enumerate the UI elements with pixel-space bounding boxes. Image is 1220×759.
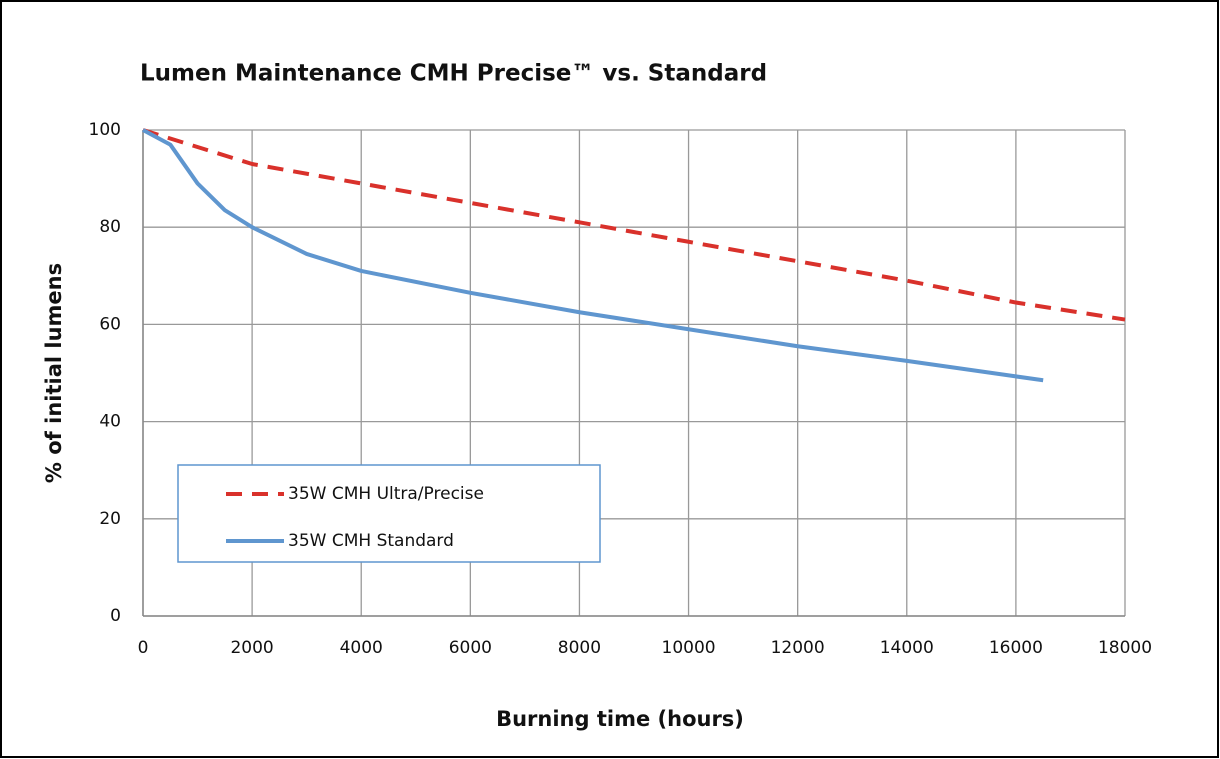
x-axis-label: Burning time (hours) (496, 707, 744, 731)
line-series (142, 128, 1126, 322)
x-tick-label: 16000 (989, 638, 1043, 658)
x-tick-label: 6000 (449, 638, 492, 658)
legend-label: 35W CMH Standard (288, 531, 454, 551)
y-tick-label: 80 (99, 217, 121, 237)
y-tick-label: 20 (99, 509, 121, 529)
x-tick-label: 10000 (662, 638, 716, 658)
y-tick-label: 0 (110, 606, 121, 626)
legend-label: 35W CMH Ultra/Precise (288, 484, 484, 504)
x-tick-label: 12000 (771, 638, 825, 658)
y-axis-label: % of initial lumens (42, 263, 66, 483)
x-tick-label: 18000 (1098, 638, 1152, 658)
chart-title: Lumen Maintenance CMH Precise™ vs. Stand… (140, 61, 767, 87)
legend-box (177, 464, 601, 563)
y-tick-label: 40 (99, 412, 121, 432)
y-tick-label: 100 (89, 120, 121, 140)
x-tick-label: 4000 (340, 638, 383, 658)
x-tick-label: 8000 (558, 638, 601, 658)
line-series (142, 128, 1044, 383)
y-tick-label: 60 (99, 314, 121, 334)
x-tick-label: 0 (138, 638, 149, 658)
x-tick-label: 2000 (230, 638, 273, 658)
x-tick-label: 14000 (880, 638, 934, 658)
